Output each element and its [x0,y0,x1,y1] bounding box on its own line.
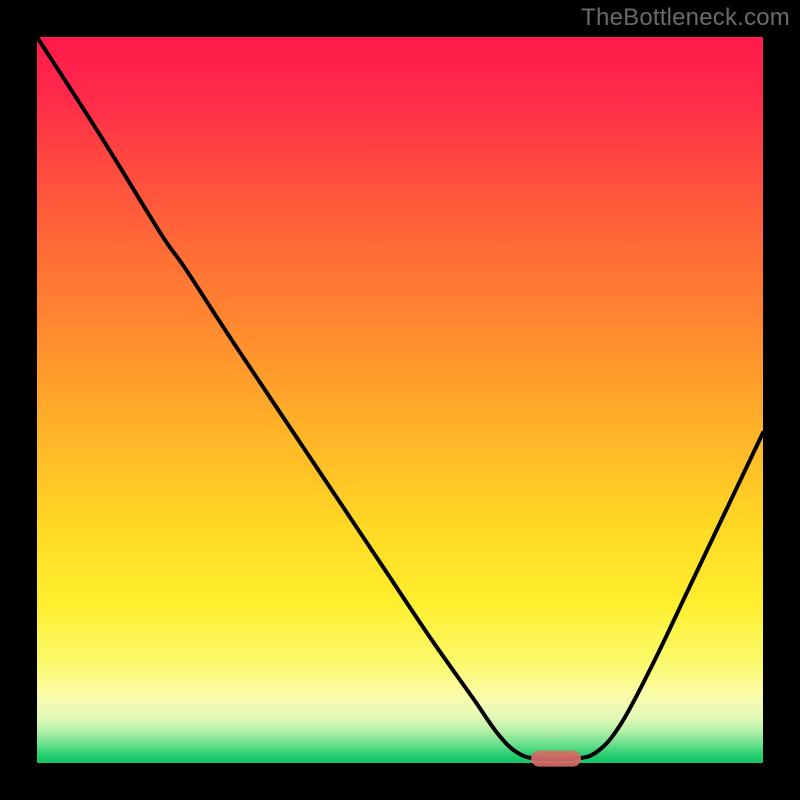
chart-svg [0,0,800,800]
chart-container: TheBottleneck.com [0,0,800,800]
watermark-text: TheBottleneck.com [581,4,790,32]
optimal-marker [531,751,581,767]
plot-background [37,37,763,763]
